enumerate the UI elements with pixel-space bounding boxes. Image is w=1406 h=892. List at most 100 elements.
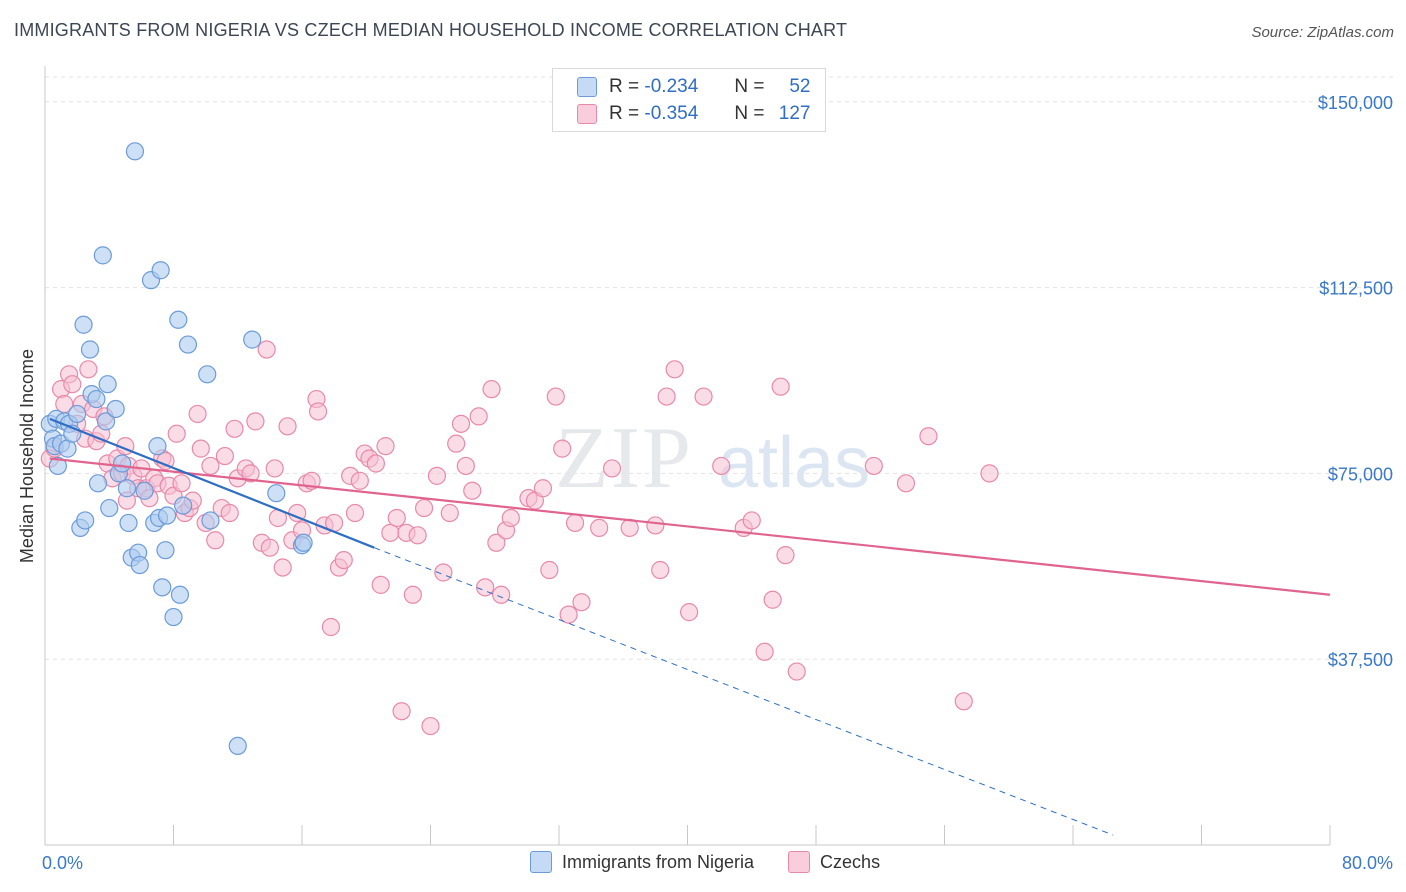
trend-lines <box>49 417 1331 836</box>
czech-point <box>980 464 999 483</box>
nigeria-point <box>294 533 313 552</box>
czech-point <box>712 456 731 476</box>
czech-point <box>63 375 82 394</box>
czech-point <box>403 585 422 604</box>
czech-point <box>371 575 390 594</box>
czech-point <box>246 412 265 431</box>
nigeria-trend-extension <box>374 547 1114 836</box>
czech-point <box>476 578 495 597</box>
grid-lines <box>45 76 1395 660</box>
nigeria-point <box>68 404 87 424</box>
nigeria-point <box>100 498 119 518</box>
czech-point <box>487 533 506 552</box>
czech-point <box>345 503 365 523</box>
czech-point <box>451 414 471 433</box>
legend-n-label: N = <box>734 103 765 124</box>
czech-point <box>241 464 260 483</box>
czech-point <box>680 603 699 622</box>
czech-point <box>657 387 676 406</box>
nigeria-point <box>169 310 188 329</box>
x-tick-label-start: 0.0% <box>42 853 83 873</box>
nigeria-point <box>117 479 137 498</box>
series-legend: Immigrants from Nigeria Czechs <box>530 851 880 873</box>
czech-point <box>220 503 239 523</box>
nigeria-point <box>156 541 175 560</box>
nigeria-swatch <box>577 77 597 97</box>
czech-point <box>559 605 578 624</box>
nigeria-point <box>87 389 106 409</box>
legend-r-value-czech: -0.354 <box>644 103 699 124</box>
nigeria-point <box>76 511 95 530</box>
czech-point <box>79 360 98 379</box>
czech-point <box>376 437 395 456</box>
nigeria-points <box>40 142 313 756</box>
czech-point <box>414 498 434 518</box>
czech-point <box>763 590 782 609</box>
nigeria-point <box>198 365 217 384</box>
czech-point <box>167 424 186 443</box>
nigeria-point <box>201 511 220 530</box>
czech-point <box>387 508 406 528</box>
legend-r-value-nigeria: -0.234 <box>644 76 699 97</box>
nigeria-point <box>174 496 193 515</box>
nigeria-point <box>96 412 116 431</box>
czech-point <box>492 585 511 604</box>
czech-point <box>421 716 440 736</box>
czech-point <box>954 692 973 711</box>
czech-point <box>392 702 411 721</box>
czech-point <box>646 516 665 535</box>
axes <box>44 66 1331 846</box>
czech-point <box>265 459 284 478</box>
czech-point <box>188 404 207 424</box>
czech-point <box>651 560 670 580</box>
source-label: Source: ZipAtlas.com <box>1251 24 1394 41</box>
nigeria-point <box>135 481 154 500</box>
czech-trend-line <box>49 457 1331 596</box>
nigeria-point <box>125 142 145 161</box>
czech-point <box>206 531 225 550</box>
czech-point <box>463 481 482 500</box>
czech-point <box>427 466 447 485</box>
czech-point <box>482 380 501 399</box>
nigeria-point <box>228 736 247 756</box>
nigeria-point <box>80 340 100 359</box>
series-legend-czech: Czechs <box>788 851 880 873</box>
nigeria-point <box>98 375 117 394</box>
czech-point <box>694 387 713 406</box>
watermark: ZIP atlas <box>555 410 870 507</box>
czech-point <box>273 558 292 577</box>
nigeria-point <box>178 335 198 354</box>
czech-point <box>440 503 459 523</box>
nigeria-point <box>88 474 108 493</box>
czech-point <box>553 439 572 458</box>
czech-points <box>40 340 999 736</box>
legend-row-czech: R = -0.354 N = 127 <box>577 103 811 125</box>
czech-legend-swatch <box>788 851 811 873</box>
czech-point <box>201 456 220 476</box>
czech-swatch <box>577 104 597 124</box>
czech-point <box>260 538 279 557</box>
series-name-czech: Czechs <box>820 851 881 872</box>
watermark-zip: ZIP <box>555 410 693 507</box>
nigeria-point <box>151 261 170 280</box>
czech-point <box>191 439 210 458</box>
czech-point <box>590 518 609 537</box>
axis-labels: $37,500 $75,000 $112,500 $150,000 0.0% 80.0% M… <box>17 93 1393 873</box>
correlation-legend: R = -0.234 N = 52 R = -0.354 N = 127 <box>552 68 826 132</box>
czech-point <box>755 642 774 661</box>
czech-point <box>321 617 341 637</box>
legend-n-label: N = <box>734 76 765 97</box>
nigeria-point <box>48 456 67 476</box>
y-tick-label: $112,500 <box>1319 279 1393 299</box>
nigeria-legend-swatch <box>530 851 552 873</box>
czech-point <box>408 526 427 545</box>
czech-point <box>501 508 520 528</box>
nigeria-point <box>74 315 93 334</box>
czech-point <box>469 407 488 426</box>
nigeria-trend-line <box>49 417 375 549</box>
czech-point <box>776 546 795 565</box>
czech-point <box>533 479 553 498</box>
czech-point <box>215 446 234 466</box>
nigeria-point <box>106 399 125 419</box>
